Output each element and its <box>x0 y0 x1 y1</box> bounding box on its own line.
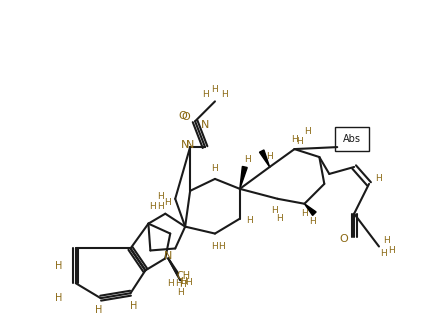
Text: N: N <box>186 140 194 150</box>
Text: H: H <box>180 277 187 286</box>
Text: H: H <box>95 305 103 315</box>
Text: H: H <box>384 236 390 245</box>
Text: H: H <box>55 293 62 303</box>
Text: H: H <box>177 288 184 297</box>
Text: H: H <box>179 280 186 289</box>
Text: O: O <box>182 112 190 122</box>
Text: H: H <box>389 246 395 255</box>
Text: H: H <box>211 85 218 94</box>
Text: H: H <box>157 202 164 211</box>
FancyBboxPatch shape <box>335 127 369 151</box>
Text: H: H <box>167 279 173 288</box>
Text: H: H <box>219 242 225 251</box>
Text: H: H <box>244 155 251 163</box>
Text: H: H <box>304 127 311 136</box>
Text: H: H <box>175 279 181 288</box>
Text: H: H <box>164 198 170 207</box>
Text: O: O <box>179 111 187 121</box>
Text: H: H <box>55 261 62 271</box>
Text: H: H <box>266 152 273 161</box>
Text: H: H <box>222 90 228 99</box>
Text: H: H <box>381 249 387 258</box>
Polygon shape <box>304 204 316 216</box>
Text: H: H <box>296 137 303 146</box>
Text: H: H <box>309 217 316 226</box>
Text: H: H <box>276 214 283 223</box>
Text: N: N <box>201 120 209 130</box>
Text: CH: CH <box>176 271 190 281</box>
Text: O: O <box>340 234 349 244</box>
Text: H: H <box>291 135 298 144</box>
Text: Abs: Abs <box>343 134 361 144</box>
Text: H: H <box>211 164 218 173</box>
Polygon shape <box>240 167 247 189</box>
Text: H: H <box>130 301 137 311</box>
Polygon shape <box>260 150 270 167</box>
Text: H: H <box>301 209 308 218</box>
Text: N: N <box>164 252 173 261</box>
Text: N: N <box>181 140 189 150</box>
Text: H: H <box>376 174 382 183</box>
Text: H: H <box>271 206 278 215</box>
Text: H: H <box>202 90 208 99</box>
Text: H: H <box>149 202 156 211</box>
Text: H: H <box>157 192 164 201</box>
Text: H: H <box>246 216 253 225</box>
Text: H: H <box>185 278 192 287</box>
Text: H: H <box>211 242 218 251</box>
